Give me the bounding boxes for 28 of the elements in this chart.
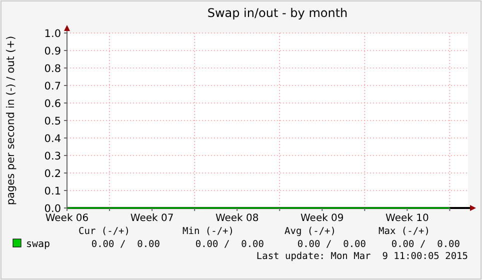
y-tick-label: 1.0 (44, 28, 61, 40)
x-tick-label: Week 08 (215, 213, 259, 224)
text: 0.00 / 0.00 (297, 239, 366, 250)
y-tick-label: 0.0 (44, 203, 61, 215)
y-tick-label: 0.9 (44, 46, 61, 58)
y-tick-label: 0.7 (44, 80, 61, 92)
y-axis-title: pages per second in (-) / out (+) (5, 36, 17, 206)
y-tick-label: 0.4 (44, 133, 62, 145)
text: 0.00 / 0.00 (195, 239, 264, 250)
y-tick-label: 0.8 (44, 63, 61, 75)
text: Cur (-/+) (78, 226, 130, 237)
chart-title: Swap in/out - by month (207, 6, 348, 20)
x-tick-label: Week 07 (130, 213, 174, 224)
y-tick-label: 0.6 (44, 98, 62, 110)
text: 0.00 / 0.00 (391, 239, 460, 250)
y-tick-label: 0.1 (44, 186, 61, 198)
x-tick-label: Week 09 (300, 213, 344, 224)
text: Min (-/+) (182, 226, 234, 237)
y-tick-label: 0.5 (44, 116, 61, 128)
x-tick-label: Week 06 (45, 213, 89, 224)
legend-label: swap (26, 239, 50, 250)
y-tick-label: 0.2 (44, 168, 61, 180)
text: 0.00 / 0.00 (91, 239, 160, 250)
x-tick-label: Week 10 (386, 213, 429, 224)
text: Last update: Mon Mar 9 11:00:05 2015 (256, 251, 468, 262)
y-tick-label: 0.3 (44, 150, 61, 162)
text: Max (-/+) (378, 226, 430, 237)
text: Avg (-/+) (284, 226, 336, 237)
